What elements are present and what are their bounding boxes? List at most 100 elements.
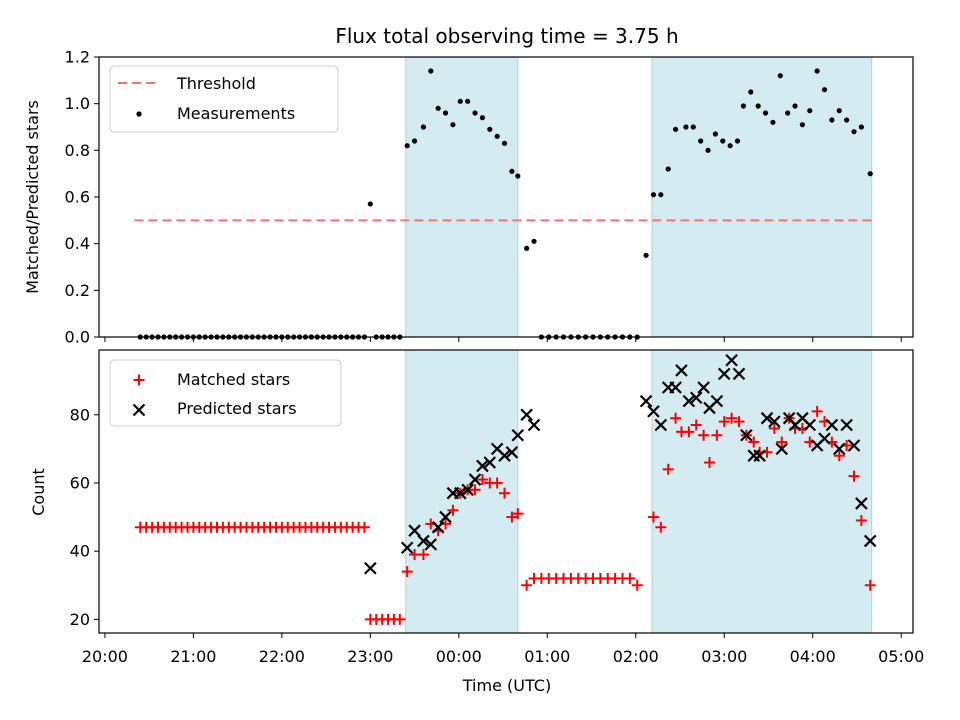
matched-star-point — [718, 416, 730, 428]
top-panel: 0.0 0.2 0.4 0.6 0.8 1.0 1.2 Matched/Predicted … — [23, 48, 914, 347]
measurement-point — [829, 117, 835, 123]
measurement-point — [643, 252, 649, 258]
predicted-star-point — [740, 428, 753, 442]
bottom-x-ticks: 20:00 21:00 22:00 23:00 00:00 01:00 02:00 03:00… — [82, 633, 924, 666]
measurement-point — [428, 68, 434, 74]
top-y-tick-label: 0.6 — [65, 188, 90, 207]
highlight-span-2 — [651, 349, 873, 634]
measurement-point — [770, 119, 776, 125]
measurement-point — [515, 173, 521, 179]
predicted-star-point — [675, 364, 688, 377]
measurement-point — [479, 115, 486, 121]
top-y-tick-label: 0.2 — [65, 281, 90, 300]
predicted-star-point — [775, 442, 789, 456]
legend-predicted-swatch — [132, 403, 146, 417]
predicted-star-point — [498, 449, 511, 462]
predicted-star-point — [717, 367, 731, 381]
predicted-star-point — [760, 411, 774, 425]
predicted-star-point — [439, 510, 452, 524]
legend-predicted-label: Predicted stars — [177, 399, 297, 418]
predicted-star-point — [654, 418, 668, 432]
predicted-star-point — [431, 521, 445, 534]
measurement-point — [665, 166, 671, 172]
bottom-y-tick-label: 20 — [70, 610, 90, 629]
measurement-point — [734, 138, 741, 144]
matched-star-point — [670, 412, 682, 424]
predicted-star-point — [725, 353, 738, 367]
matched-star-point — [662, 463, 674, 475]
legend-matched-label: Matched stars — [177, 370, 290, 389]
matched-star-point — [394, 613, 406, 625]
matched-star-point — [848, 470, 860, 482]
bottom-y-tick-label: 80 — [70, 405, 90, 424]
measurement-point — [836, 108, 842, 114]
measurement-point — [472, 110, 478, 116]
matched-star-point — [512, 508, 524, 520]
measurement-point — [777, 73, 783, 79]
bottom-x-tick-label: 01:00 — [524, 647, 570, 666]
top-x-ticks — [104, 337, 902, 342]
measurement-point — [509, 168, 515, 174]
measurement-points — [137, 68, 873, 340]
top-legend: Threshold Measurements — [109, 65, 339, 133]
matched-star-point — [811, 405, 823, 417]
bottom-y-tick-label: 60 — [70, 473, 90, 492]
measurement-point — [785, 110, 791, 116]
legend-threshold-label: Threshold — [176, 74, 256, 93]
predicted-star-point — [710, 394, 724, 408]
measurement-point — [411, 138, 418, 144]
predicted-star-point — [732, 367, 746, 381]
matched-star-point — [833, 450, 845, 462]
measurement-point — [705, 147, 711, 153]
matched-star-point — [491, 477, 503, 489]
matched-star-point — [447, 504, 459, 516]
measurement-point — [457, 98, 463, 104]
measurement-point — [727, 143, 733, 149]
measurement-point — [720, 138, 726, 144]
predicted-star-point — [647, 405, 660, 418]
matched-star-point — [726, 412, 738, 424]
measurement-point — [658, 192, 664, 198]
highlight-span-1 — [405, 56, 519, 338]
bottom-x-tick-label: 22:00 — [259, 647, 305, 666]
measurement-point — [712, 131, 718, 137]
measurement-point — [683, 124, 689, 130]
bottom-x-tick-label: 05:00 — [878, 647, 924, 666]
predicted-star-point — [832, 442, 846, 456]
matched-star-point — [499, 487, 511, 499]
matched-star-point — [704, 457, 715, 469]
matched-star-point — [698, 429, 710, 441]
measurement-point — [755, 103, 761, 109]
predicted-star-point — [483, 456, 497, 469]
predicted-star-point — [689, 391, 703, 405]
measurement-point — [807, 108, 813, 114]
measurement-point — [531, 238, 537, 244]
measurement-point — [404, 143, 410, 149]
measurement-point — [814, 68, 820, 74]
measurement-point — [748, 89, 754, 95]
predicted-star-point — [818, 432, 831, 445]
legend-measurements-swatch — [136, 111, 142, 117]
measurement-point — [650, 192, 657, 198]
legend-plus-marker — [133, 374, 145, 386]
predicted-star-point — [461, 483, 474, 497]
measurement-point — [494, 133, 500, 139]
bottom-x-tick-label: 03:00 — [701, 647, 747, 666]
bottom-y-ticks: 20 40 60 80 — [70, 405, 99, 629]
predicted-star-point — [476, 459, 489, 473]
predicted-star-point — [364, 561, 377, 575]
predicted-star-point — [408, 524, 421, 537]
bottom-axes-frame — [98, 349, 914, 634]
matched-star-point — [624, 572, 636, 584]
matched-stars-points — [134, 405, 876, 625]
predicted-star-point — [468, 473, 482, 486]
matched-star-point — [733, 416, 745, 428]
matched-star-point — [748, 436, 760, 448]
measurement-point — [420, 124, 427, 130]
bottom-x-tick-label: 04:00 — [790, 647, 836, 666]
top-y-tick-label: 0.8 — [65, 141, 90, 160]
bottom-x-tick-label: 02:00 — [613, 647, 659, 666]
matched-star-point — [521, 579, 533, 591]
predicted-star-point — [417, 534, 430, 548]
